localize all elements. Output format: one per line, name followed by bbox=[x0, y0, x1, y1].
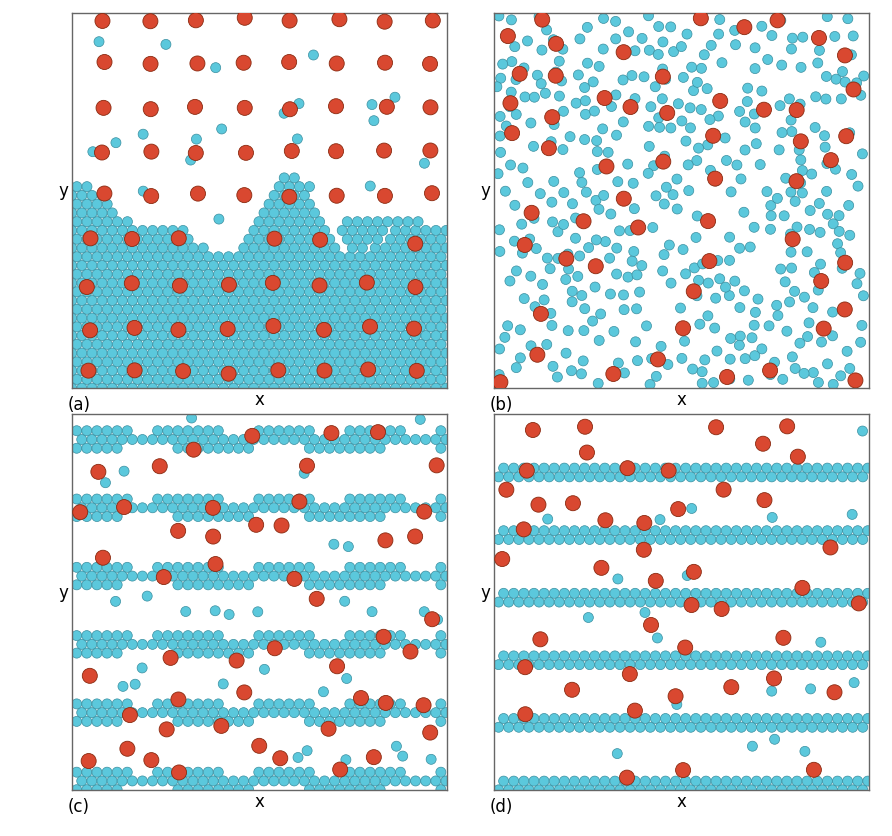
Text: (a): (a) bbox=[68, 395, 91, 414]
Y-axis label: y: y bbox=[59, 182, 69, 201]
Y-axis label: y: y bbox=[59, 584, 69, 602]
Text: (b): (b) bbox=[490, 395, 513, 414]
X-axis label: x: x bbox=[676, 391, 687, 409]
Y-axis label: y: y bbox=[481, 182, 491, 201]
Y-axis label: y: y bbox=[481, 584, 491, 602]
X-axis label: x: x bbox=[254, 391, 265, 409]
Text: (d): (d) bbox=[490, 798, 513, 816]
X-axis label: x: x bbox=[676, 793, 687, 811]
Text: (c): (c) bbox=[68, 798, 90, 816]
X-axis label: x: x bbox=[254, 793, 265, 811]
